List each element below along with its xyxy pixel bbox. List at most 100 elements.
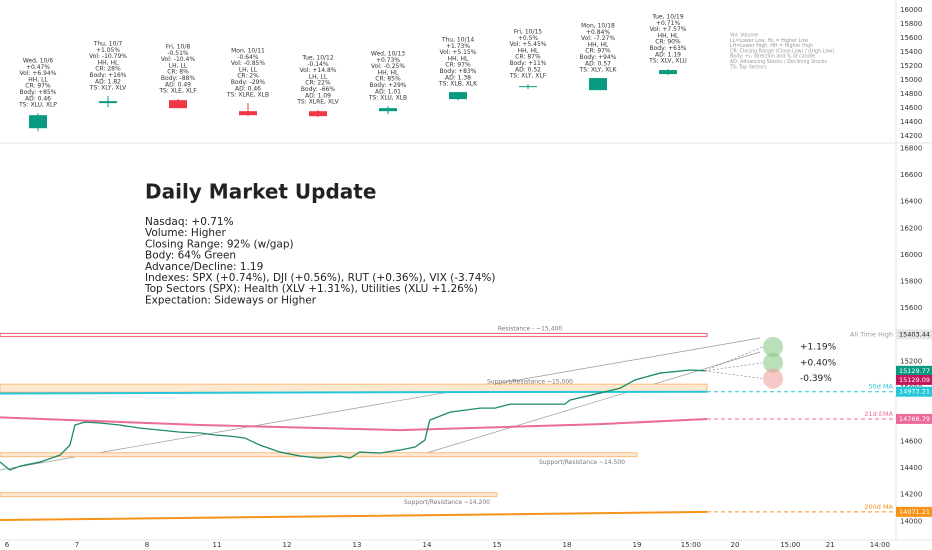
annotation: Vol: -0.25% xyxy=(371,63,405,70)
annotation: CR: 97% xyxy=(25,83,51,90)
annotation: -0.51% xyxy=(167,50,189,57)
annotation: Wed, 10/13 xyxy=(371,51,405,58)
annotation: AD: 0.52 xyxy=(515,66,541,73)
annotation: CR: 28% xyxy=(95,66,121,73)
annotation: TS: XLU, XLB xyxy=(368,95,407,102)
candle-body xyxy=(309,111,327,117)
annotation: Vol: -0.85% xyxy=(231,60,265,67)
annotation: CR: 85% xyxy=(375,76,401,83)
trend-line xyxy=(0,337,761,471)
legend-note: Vol: Volume xyxy=(730,33,758,39)
annotation: CR: 90% xyxy=(655,39,681,46)
annotation: TS: XLY, XLF xyxy=(509,73,547,80)
ma-tag xyxy=(896,506,932,517)
x-tick-label: 12 xyxy=(283,541,292,549)
annotation: TS: XLU, XLP xyxy=(18,102,57,109)
y-tick-label: 15600 xyxy=(900,34,922,42)
summary-line: Advance/Decline: 1.19 xyxy=(145,261,263,273)
y-tick-label: 14200 xyxy=(900,132,922,140)
annotation: AD: 1.82 xyxy=(95,78,121,85)
legend-note: AD: Advancing Stocks / Declining Stocks xyxy=(730,59,827,65)
annotation: Thu, 10/14 xyxy=(441,37,475,44)
price-tag xyxy=(896,374,932,385)
y-tick-label: 15200 xyxy=(900,62,922,70)
projection-label: +0.40% xyxy=(800,358,837,368)
level-band xyxy=(0,452,638,458)
moving-average xyxy=(0,510,708,522)
ma-tag xyxy=(896,413,932,424)
summary-line: Closing Range: 92% (w/gap) xyxy=(145,238,294,250)
candle-body xyxy=(29,115,47,129)
annotation: HH, HL xyxy=(448,55,469,62)
annotation: Mon, 10/11 xyxy=(231,48,265,55)
annotation: -0.14% xyxy=(307,61,329,68)
y-tick-label: 16000 xyxy=(900,6,922,14)
price-tag-label: 15129.09 xyxy=(899,376,930,384)
trend-line xyxy=(419,351,761,456)
candle-body xyxy=(589,78,607,91)
y-tick-label: 15000 xyxy=(900,76,922,84)
annotation: Thu, 10/7 xyxy=(93,41,123,48)
y-tick-label: 14200 xyxy=(900,491,922,499)
x-tick-label: 14:00 xyxy=(870,541,890,549)
annotation: AD: 1.09 xyxy=(305,92,331,99)
annotation: HH, HL xyxy=(98,59,119,66)
annotation: CR: 97% xyxy=(585,48,611,55)
annotation: Wed, 10/6 xyxy=(23,58,54,65)
price-tag-label: 15403.44 xyxy=(899,330,930,338)
summary-line: Top Sectors (SPX): Health (XLV +1.31%), … xyxy=(144,283,478,295)
ma-name: 50d MA xyxy=(868,383,893,391)
annotation: Tue, 10/12 xyxy=(301,55,334,62)
projection-arrow xyxy=(704,346,764,372)
annotation: TS: XLE, XLF xyxy=(158,88,197,95)
y-tick-label: 16400 xyxy=(900,198,922,206)
y-tick-label: 15200 xyxy=(900,357,922,365)
annotation: Body: +63% xyxy=(649,45,686,52)
legend-note: LL=Lower Low, HL = Higher Low xyxy=(730,38,808,44)
projection-arrow xyxy=(704,370,764,379)
annotation: TS: XLRE, XLV xyxy=(296,99,339,106)
annotation: CR: 8% xyxy=(167,69,189,76)
ma-name: 21d EMA xyxy=(864,410,893,418)
annotation: AD: 0.49 xyxy=(165,81,191,88)
annotation: TS: XLY, XLK xyxy=(579,67,618,74)
annotation: Body: -29% xyxy=(231,79,265,86)
level-label: Support/Resistance ~15,000 xyxy=(487,379,573,386)
annotation: Body: +85% xyxy=(19,89,56,96)
summary-line: Indexes: SPX (+0.74%), DJI (+0.56%), RUT… xyxy=(145,272,495,284)
legend-note: LH=Lower High, HH = Higher High xyxy=(730,43,813,49)
annotation: +1.05% xyxy=(96,47,120,54)
x-tick-label: 15:00 xyxy=(681,541,701,549)
annotation: HH, HL xyxy=(588,41,609,48)
annotation: TS: XLB, XLK xyxy=(438,81,478,88)
price-tag-label: 15129.77 xyxy=(899,367,930,375)
annotation: AD: 1.19 xyxy=(655,51,681,58)
annotation: AD: 1.38 xyxy=(445,74,471,81)
annotation: Body: +16% xyxy=(89,72,126,79)
annotation: HH, HL xyxy=(378,69,399,76)
candle-body xyxy=(449,92,467,100)
annotation: HH, HL xyxy=(518,47,539,54)
x-tick-label: 20 xyxy=(731,541,740,549)
y-tick-label: 15800 xyxy=(900,20,922,28)
annotation: +0.47% xyxy=(26,64,50,71)
annotation: Body: +29% xyxy=(369,82,406,89)
annotation: Body: +94% xyxy=(579,54,616,61)
projection-arrow xyxy=(704,362,764,372)
summary-line: Body: 64% Green xyxy=(145,250,236,262)
summary-line: Expectation: Sideways or Higher xyxy=(145,294,317,306)
y-tick-label: 15800 xyxy=(900,278,922,286)
annotation: Vol: -10.4% xyxy=(161,56,195,63)
annotation: Vol: +6.94% xyxy=(20,70,57,77)
candle-body xyxy=(519,86,537,88)
ma-tag-label: 14071.21 xyxy=(899,508,930,516)
projection-circle xyxy=(763,368,783,389)
y-tick-label: 14800 xyxy=(900,90,922,98)
y-tick-label: 16800 xyxy=(900,144,922,152)
annotation: CR: 97% xyxy=(445,62,471,69)
level-band xyxy=(0,492,498,498)
x-tick-label: 6 xyxy=(5,541,10,549)
projection-circle xyxy=(763,352,783,373)
